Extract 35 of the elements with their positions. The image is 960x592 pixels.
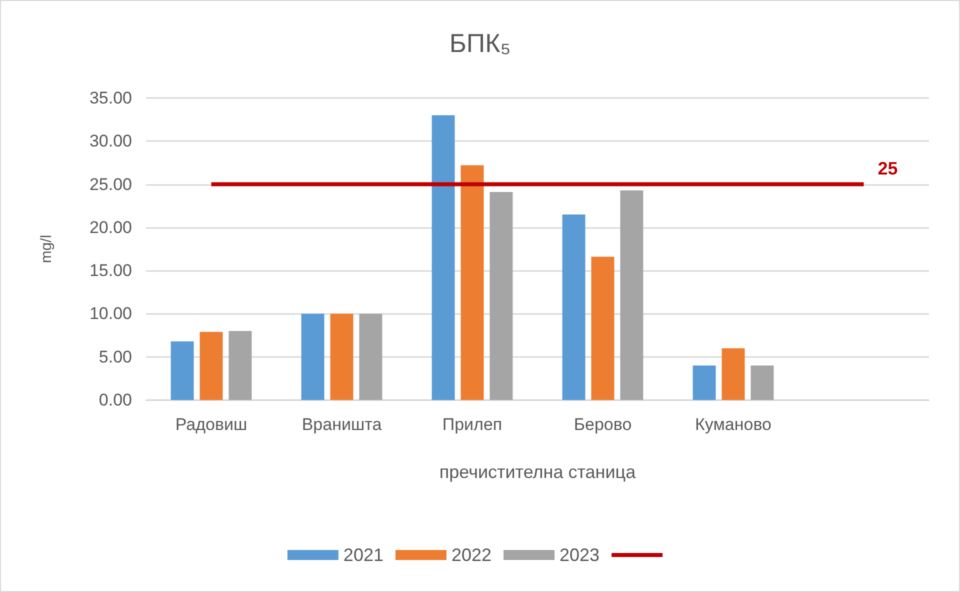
bar: [301, 314, 324, 400]
bar: [750, 365, 774, 400]
y-axis-title: mg/l: [38, 234, 55, 264]
bar: [330, 314, 354, 400]
bar: [722, 348, 745, 400]
bar: [359, 314, 382, 400]
bar: [432, 115, 455, 400]
legend-label: 2023: [560, 545, 600, 565]
bar: [490, 192, 513, 400]
bar: [591, 256, 614, 400]
x-tick-label: Радовиш: [175, 415, 248, 434]
data-label: 25: [878, 158, 898, 178]
legend-label: 2021: [343, 545, 384, 565]
x-axis-title: пречистителна станица: [439, 462, 637, 482]
legend-label: 2022: [451, 545, 492, 565]
bar: [692, 365, 716, 400]
x-tick-label: Прилеп: [442, 415, 502, 434]
bar: [460, 165, 484, 400]
y-tick-label: 35.00: [89, 88, 132, 108]
x-tick-label: Берово: [574, 415, 632, 434]
x-tick-label: Куманово: [695, 415, 772, 434]
y-tick-label: 15.00: [89, 261, 132, 280]
bar: [200, 332, 223, 400]
bar: [562, 214, 586, 400]
y-tick-label: 30.00: [89, 132, 132, 151]
bar: [620, 190, 644, 400]
y-tick-label: 5.00: [98, 347, 132, 366]
x-tick-label: Враништа: [302, 415, 382, 434]
bar: [170, 341, 194, 400]
y-tick-label: 0.00: [98, 390, 132, 410]
y-tick-label: 25.00: [89, 174, 132, 194]
bar: [228, 330, 252, 400]
chart-title: БПК₅: [449, 28, 511, 58]
y-tick-label: 10.00: [89, 304, 132, 324]
y-tick-label: 20.00: [89, 218, 132, 237]
